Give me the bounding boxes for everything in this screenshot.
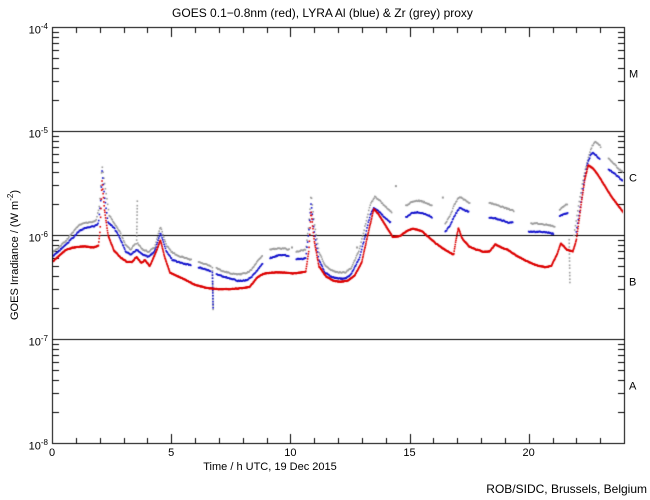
x-axis-label: Time / h UTC, 19 Dec 2015 — [203, 461, 337, 473]
x-tick-label: 15 — [403, 447, 416, 459]
chart-title: GOES 0.1−0.8nm (red), LYRA Al (blue) & Z… — [172, 6, 473, 20]
flare-class-label: B — [629, 276, 637, 289]
y-tick-label: 10-4 — [28, 22, 48, 37]
x-tick-label: 0 — [48, 447, 56, 459]
flare-class-label: M — [629, 68, 639, 81]
y-tick-label: 10-7 — [28, 334, 48, 349]
footer-credit: ROB/SIDC, Brussels, Belgium — [486, 482, 647, 496]
y-axis-label: GOES Irradiance / (W m-2) — [6, 190, 21, 320]
y-tick-label: 10-8 — [28, 438, 48, 453]
y-tick-label: 10-6 — [28, 230, 48, 245]
x-tick-label: 5 — [168, 447, 175, 459]
x-tick-label: 20 — [522, 447, 535, 459]
flare-class-label: C — [629, 172, 637, 185]
x-tick-label: 10 — [284, 447, 297, 459]
y-tick-label: 10-5 — [28, 126, 48, 141]
flare-class-label: A — [629, 380, 637, 393]
